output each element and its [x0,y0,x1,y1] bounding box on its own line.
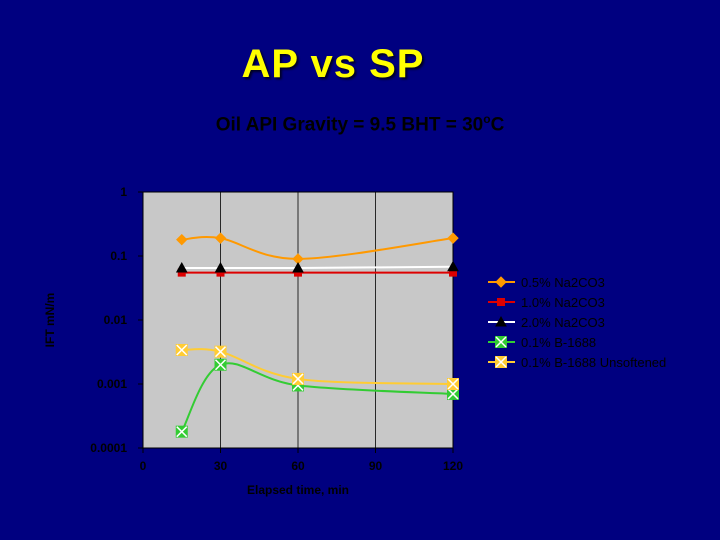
chart-title-unit: C [490,114,505,136]
legend-label: 0.1% B-1688 [521,335,596,350]
x-tick-label: 0 [140,459,147,473]
x-ticks: 0 30 60 90 120 [140,448,463,473]
data-point [175,425,188,438]
legend-label: 0.1% B-1688 Unsoftened [521,355,666,370]
chart-title-main: Oil API Gravity = 9.5 BHT = 30 [215,114,484,136]
legend-item: 2.0% Na2CO3 [488,315,605,330]
x-tick-label: 120 [443,459,463,473]
data-point [292,261,304,273]
legend-label: 2.0% Na2CO3 [521,315,605,330]
series-5 [175,343,459,390]
series-line [181,348,454,385]
x-tick-label: 60 [291,459,305,473]
legend-item: 0.1% B-1688 Unsoftened [488,355,666,370]
data-point [495,315,507,327]
series-4 [175,358,459,438]
x-tick-label: 30 [214,459,228,473]
series-2 [177,268,457,277]
data-point [214,261,227,273]
legend: 0.5% Na2CO3 1.0% Na2CO3 2.0% Na2CO3 0.1% B-… [488,275,666,370]
y-ticks: 0.0001 0.001 0.01 0.1 1 [90,185,143,455]
data-point [294,268,302,277]
series-line [181,265,454,270]
series-3 [175,260,459,273]
data-point [495,356,507,368]
data-point [177,268,186,277]
y-tick-label: 0.01 [104,313,128,327]
data-point [214,358,227,371]
y-tick-label: 1 [120,185,127,199]
x-tick-label: 90 [369,459,383,473]
y-tick-label: 0.001 [97,377,127,391]
data-point [214,232,227,244]
series-1 [176,232,459,265]
series-line [180,362,454,433]
data-point [447,378,459,390]
data-point [447,260,459,272]
legend-label: 0.5% Na2CO3 [521,275,605,290]
data-point [216,268,225,277]
chart-title-degree: o [483,112,491,126]
legend-label: 1.0% Na2CO3 [521,295,605,310]
legend-item: 1.0% Na2CO3 [488,295,605,310]
series-line [181,236,454,260]
x-axis-label: Elapsed time, min [247,483,349,497]
data-point [214,345,227,358]
legend-item: 0.5% Na2CO3 [488,275,605,290]
data-point [447,232,459,244]
slide-title: AP vs SP [241,42,425,86]
data-point [292,372,304,385]
y-axis-label: IFT mN/m [43,293,57,348]
data-point [447,387,459,400]
data-point [175,261,188,273]
data-point [497,298,505,306]
data-point [495,276,507,288]
chart-title: Oil API Gravity = 9.5 BHT = 30oC [150,112,570,136]
y-tick-label: 0.1 [110,249,127,263]
y-tick-label: 0.0001 [90,441,127,455]
data-point [176,233,188,246]
legend-item: 0.1% B-1688 [488,335,596,350]
series-group [175,232,459,438]
data-point [449,268,457,277]
data-point [175,343,188,356]
data-point [495,336,507,348]
